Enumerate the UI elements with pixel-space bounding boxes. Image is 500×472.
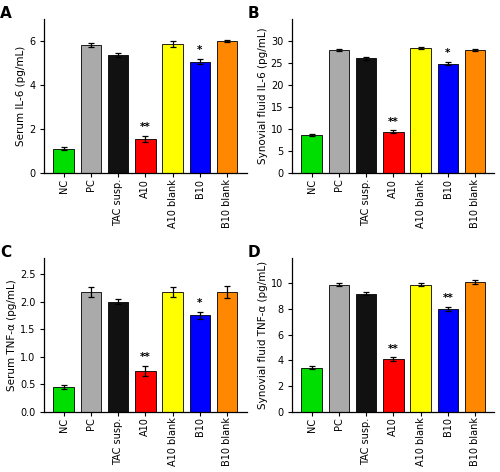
Bar bbox=[356, 294, 376, 412]
Y-axis label: Synovial fluid TNF-α (pg/mL): Synovial fluid TNF-α (pg/mL) bbox=[258, 261, 268, 409]
Bar bbox=[135, 371, 156, 412]
Bar bbox=[190, 62, 210, 173]
Text: C: C bbox=[0, 245, 11, 260]
Bar bbox=[54, 387, 74, 412]
Text: **: ** bbox=[140, 352, 151, 362]
Bar bbox=[54, 149, 74, 173]
Bar bbox=[80, 45, 101, 173]
Y-axis label: Synovial fluid IL-6 (pg/mL): Synovial fluid IL-6 (pg/mL) bbox=[258, 28, 268, 164]
Bar bbox=[438, 309, 458, 412]
Y-axis label: Serum TNF-α (pg/mL): Serum TNF-α (pg/mL) bbox=[7, 279, 17, 391]
Bar bbox=[410, 48, 431, 173]
Bar bbox=[383, 359, 404, 412]
Bar bbox=[217, 41, 238, 173]
Bar bbox=[217, 292, 238, 412]
Bar bbox=[328, 285, 349, 412]
Bar bbox=[80, 292, 101, 412]
Bar bbox=[465, 50, 485, 173]
Y-axis label: Serum IL-6 (pg/mL): Serum IL-6 (pg/mL) bbox=[16, 46, 26, 146]
Text: **: ** bbox=[388, 117, 398, 126]
Bar bbox=[302, 135, 322, 173]
Text: **: ** bbox=[442, 293, 453, 303]
Bar bbox=[302, 368, 322, 412]
Text: D: D bbox=[248, 245, 260, 260]
Bar bbox=[135, 139, 156, 173]
Bar bbox=[383, 132, 404, 173]
Bar bbox=[328, 50, 349, 173]
Bar bbox=[108, 55, 128, 173]
Text: B: B bbox=[248, 7, 260, 21]
Bar bbox=[438, 64, 458, 173]
Text: A: A bbox=[0, 7, 12, 21]
Bar bbox=[162, 44, 183, 173]
Text: *: * bbox=[445, 48, 450, 58]
Text: **: ** bbox=[140, 122, 151, 132]
Bar bbox=[356, 59, 376, 173]
Bar bbox=[108, 302, 128, 412]
Text: *: * bbox=[197, 298, 202, 308]
Bar bbox=[190, 315, 210, 412]
Bar bbox=[410, 285, 431, 412]
Bar bbox=[162, 292, 183, 412]
Bar bbox=[465, 282, 485, 412]
Text: **: ** bbox=[388, 344, 398, 354]
Text: *: * bbox=[197, 45, 202, 55]
